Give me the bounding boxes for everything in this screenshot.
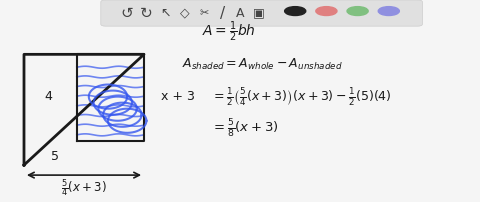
- Circle shape: [285, 7, 306, 16]
- Text: /: /: [220, 6, 225, 21]
- Text: $\frac{5}{4}(x+3)$: $\frac{5}{4}(x+3)$: [61, 177, 107, 199]
- Text: ↖: ↖: [160, 7, 171, 20]
- Text: ◇: ◇: [180, 7, 190, 20]
- Text: ↺: ↺: [121, 6, 133, 21]
- Text: $A = \frac{1}{2}bh$: $A = \frac{1}{2}bh$: [202, 20, 255, 44]
- Text: x + 3: x + 3: [161, 90, 195, 103]
- Circle shape: [347, 7, 368, 16]
- Text: $A_{shaded} = A_{whole} - A_{unshaded}$: $A_{shaded} = A_{whole} - A_{unshaded}$: [182, 57, 343, 72]
- Text: ✂: ✂: [199, 8, 209, 18]
- Text: 4: 4: [44, 90, 52, 103]
- Text: $= \frac{1}{2}\left(\frac{5}{4}(x+3)\right)(x+3) - \frac{1}{2}(5)(4)$: $= \frac{1}{2}\left(\frac{5}{4}(x+3)\rig…: [211, 86, 392, 107]
- Circle shape: [378, 7, 399, 16]
- FancyBboxPatch shape: [101, 0, 422, 26]
- Text: A: A: [236, 7, 244, 20]
- Text: ↻: ↻: [140, 6, 153, 21]
- Circle shape: [316, 7, 337, 16]
- Text: $= \frac{5}{8}(x+3)$: $= \frac{5}{8}(x+3)$: [211, 118, 279, 140]
- Text: ▣: ▣: [253, 7, 265, 20]
- Text: 5: 5: [51, 150, 59, 163]
